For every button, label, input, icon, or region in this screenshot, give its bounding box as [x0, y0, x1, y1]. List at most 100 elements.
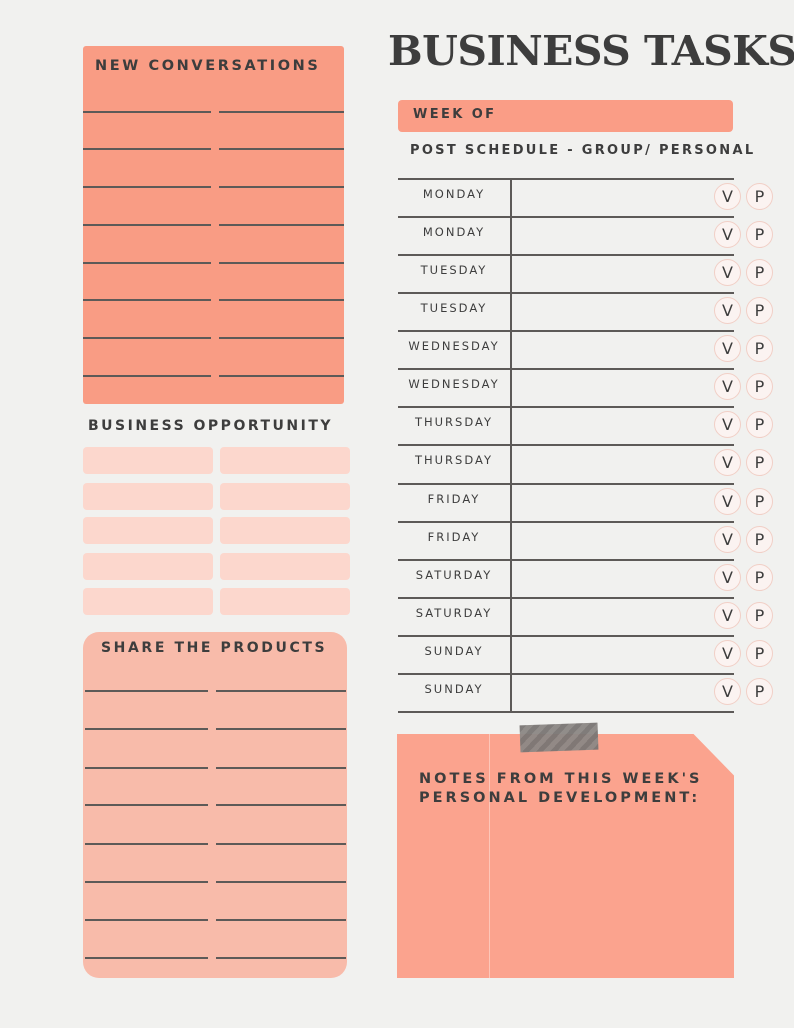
video-post-badge[interactable]: V [714, 373, 741, 400]
writing-line [216, 767, 346, 769]
opportunity-field[interactable] [83, 553, 213, 580]
writing-line [219, 186, 344, 188]
post-schedule-heading: POST SCHEDULE - GROUP/ PERSONAL [410, 143, 756, 158]
writing-line [83, 148, 211, 150]
writing-line [216, 804, 346, 806]
video-post-badge[interactable]: V [714, 526, 741, 553]
writing-line [83, 224, 211, 226]
schedule-day-label: THURSDAY [414, 415, 494, 429]
schedule-day-label: WEDNESDAY [408, 377, 500, 391]
video-post-badge[interactable]: V [714, 640, 741, 667]
opportunity-field[interactable] [220, 588, 350, 615]
schedule-row-line [398, 368, 734, 370]
photo-post-badge[interactable]: P [746, 221, 773, 248]
video-post-badge[interactable]: V [714, 335, 741, 362]
video-post-badge[interactable]: V [714, 564, 741, 591]
notes-fold-line [489, 734, 490, 978]
opportunity-field[interactable] [83, 483, 213, 510]
tape-decoration [519, 722, 599, 753]
schedule-row-line [398, 178, 734, 180]
schedule-row-line [398, 673, 734, 675]
photo-post-badge[interactable]: P [746, 640, 773, 667]
schedule-row-line [398, 711, 734, 713]
schedule-day-label: TUESDAY [420, 301, 488, 315]
photo-post-badge[interactable]: P [746, 526, 773, 553]
schedule-row-line [398, 254, 734, 256]
video-post-badge[interactable]: V [714, 259, 741, 286]
schedule-day-label: SATURDAY [415, 606, 493, 620]
notes-label: NOTES FROM THIS WEEK'S PERSONAL DEVELOPM… [419, 770, 702, 808]
photo-post-badge[interactable]: P [746, 335, 773, 362]
photo-post-badge[interactable]: P [746, 564, 773, 591]
notes-panel: NOTES FROM THIS WEEK'S PERSONAL DEVELOPM… [397, 734, 734, 978]
photo-post-badge[interactable]: P [746, 488, 773, 515]
schedule-row-line [398, 521, 734, 523]
schedule-day-label: MONDAY [422, 225, 486, 239]
opportunity-field[interactable] [220, 517, 350, 544]
notes-background [397, 734, 734, 978]
video-post-badge[interactable]: V [714, 678, 741, 705]
notes-label-line2: PERSONAL DEVELOPMENT: [419, 790, 701, 806]
schedule-row-line [398, 216, 734, 218]
schedule-row-line [398, 483, 734, 485]
schedule-row-line [398, 559, 734, 561]
video-post-badge[interactable]: V [714, 488, 741, 515]
opportunity-field[interactable] [220, 483, 350, 510]
schedule-day-label: SATURDAY [415, 568, 493, 582]
week-of-label: WEEK OF [413, 107, 497, 122]
schedule-day-label: FRIDAY [427, 492, 481, 506]
photo-post-badge[interactable]: P [746, 678, 773, 705]
writing-line [219, 299, 344, 301]
schedule-row-line [398, 292, 734, 294]
video-post-badge[interactable]: V [714, 602, 741, 629]
video-post-badge[interactable]: V [714, 297, 741, 324]
video-post-badge[interactable]: V [714, 449, 741, 476]
video-post-badge[interactable]: V [714, 183, 741, 210]
photo-post-badge[interactable]: P [746, 183, 773, 210]
writing-line [219, 262, 344, 264]
notes-label-line1: NOTES FROM THIS WEEK'S [419, 771, 703, 787]
schedule-day-label: THURSDAY [414, 453, 494, 467]
writing-line [219, 375, 344, 377]
writing-line [83, 111, 211, 113]
photo-post-badge[interactable]: P [746, 297, 773, 324]
opportunity-field[interactable] [220, 553, 350, 580]
writing-line [85, 957, 208, 959]
video-post-badge[interactable]: V [714, 221, 741, 248]
photo-post-badge[interactable]: P [746, 259, 773, 286]
schedule-row-line [398, 406, 734, 408]
opportunity-field[interactable] [83, 447, 213, 474]
schedule-day-label: MONDAY [422, 187, 486, 201]
writing-line [85, 881, 208, 883]
writing-line [83, 186, 211, 188]
writing-line [219, 224, 344, 226]
schedule-row-line [398, 597, 734, 599]
writing-line [216, 728, 346, 730]
photo-post-badge[interactable]: P [746, 449, 773, 476]
opportunity-field[interactable] [220, 447, 350, 474]
video-post-badge[interactable]: V [714, 411, 741, 438]
writing-line [83, 375, 211, 377]
week-of-field[interactable]: WEEK OF [398, 100, 733, 132]
opportunity-field[interactable] [83, 517, 213, 544]
photo-post-badge[interactable]: P [746, 373, 773, 400]
writing-line [85, 843, 208, 845]
page-title: BUSINESS TASKS [388, 27, 794, 75]
writing-line [216, 690, 346, 692]
schedule-day-label: WEDNESDAY [408, 339, 500, 353]
writing-line [83, 337, 211, 339]
writing-line [85, 767, 208, 769]
schedule-day-label: TUESDAY [420, 263, 488, 277]
writing-line [216, 957, 346, 959]
writing-line [216, 919, 346, 921]
photo-post-badge[interactable]: P [746, 411, 773, 438]
photo-post-badge[interactable]: P [746, 602, 773, 629]
opportunity-field[interactable] [83, 588, 213, 615]
schedule-row-line [398, 444, 734, 446]
writing-line [219, 111, 344, 113]
new-conversations-label: NEW CONVERSATIONS [95, 58, 321, 74]
writing-line [216, 881, 346, 883]
schedule-day-label: SUNDAY [424, 682, 484, 696]
writing-line [85, 690, 208, 692]
writing-line [83, 262, 211, 264]
